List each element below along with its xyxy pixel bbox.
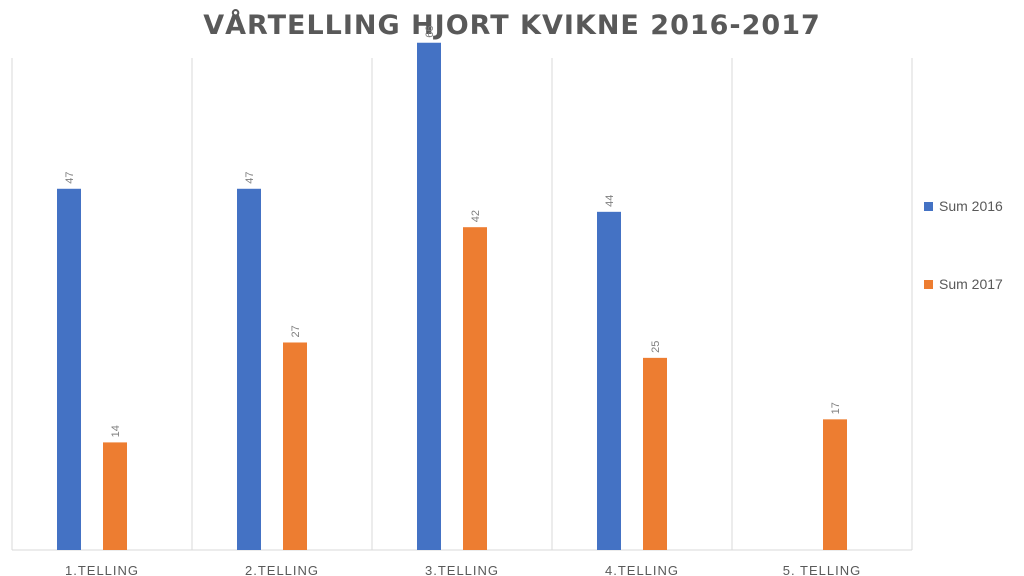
data-label: 25	[650, 341, 662, 353]
legend-item: Sum 2016	[924, 196, 1003, 216]
bar	[463, 227, 487, 550]
data-labels: 47 47 66 44 14 27 42 25 17	[64, 25, 842, 437]
bar	[643, 357, 667, 550]
x-tick-label: 5. TELLING	[783, 563, 861, 576]
legend-item: Sum 2017	[924, 274, 1003, 294]
legend-swatch	[924, 279, 933, 289]
data-label: 42	[470, 210, 482, 222]
legend-swatch	[924, 201, 933, 211]
bar	[823, 419, 847, 550]
data-label: 17	[830, 402, 842, 414]
x-tick-label: 3.TELLING	[425, 563, 499, 576]
data-label: 47	[244, 172, 256, 184]
bar	[417, 42, 441, 550]
x-tick-label: 2.TELLING	[245, 563, 319, 576]
data-label: 14	[110, 425, 122, 437]
chart-title: VÅRTELLING HJORT KVIKNE 2016-2017	[203, 10, 821, 41]
bar	[283, 342, 307, 550]
bar	[103, 442, 127, 550]
data-label: 44	[604, 195, 616, 207]
x-axis-ticks: 1.TELLING 2.TELLING 3.TELLING 4.TELLING 5. T…	[65, 563, 861, 576]
x-tick-label: 4.TELLING	[605, 563, 679, 576]
bars	[57, 42, 847, 551]
data-label: 47	[64, 172, 76, 184]
bar	[597, 211, 621, 551]
legend-label: Sum 2016	[939, 198, 1003, 214]
legend-label: Sum 2017	[939, 276, 1003, 292]
data-label: 66	[424, 25, 436, 37]
bar	[237, 188, 261, 550]
gridlines	[11, 58, 913, 551]
x-tick-label: 1.TELLING	[65, 563, 139, 576]
data-label: 27	[290, 325, 302, 337]
bar	[57, 188, 81, 550]
